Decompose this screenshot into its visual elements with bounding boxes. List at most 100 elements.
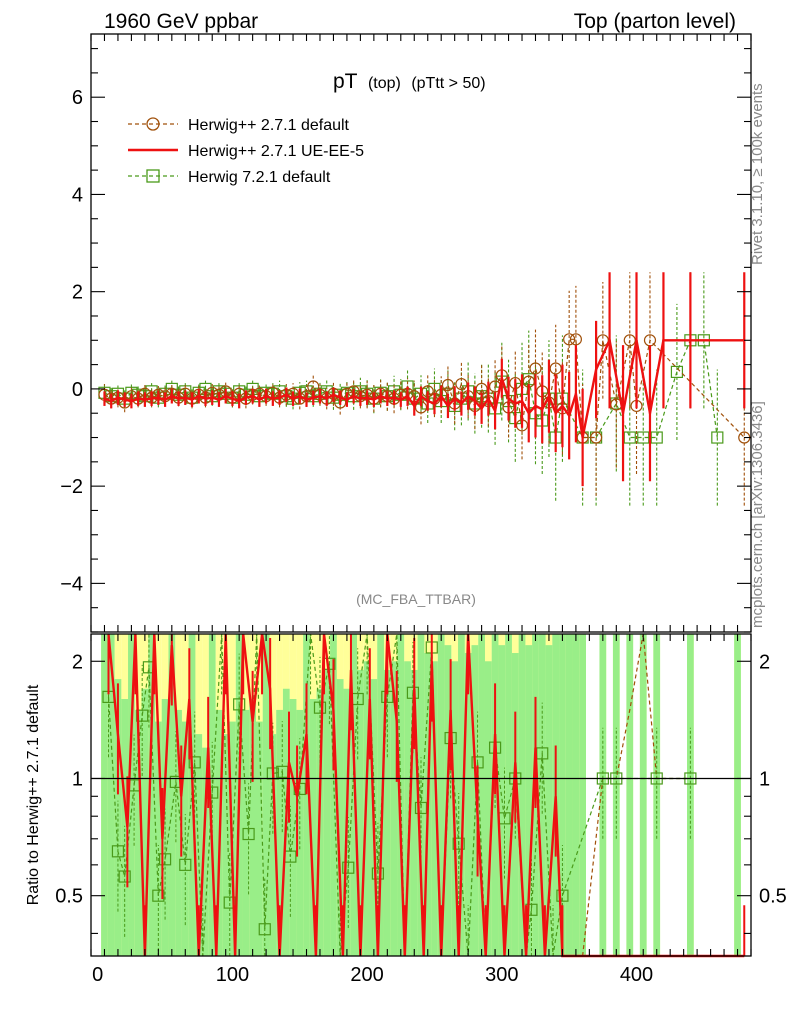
main-point-ue bbox=[392, 396, 396, 399]
main-point-ue bbox=[143, 398, 147, 401]
ratio-band-green bbox=[202, 747, 209, 956]
ratio-band-green bbox=[734, 634, 741, 956]
main-point-ue bbox=[648, 412, 652, 415]
main-point-ue bbox=[352, 395, 355, 398]
ratio-point-h721 bbox=[118, 870, 131, 883]
ratio-band-green bbox=[141, 688, 149, 956]
main-point-ue bbox=[224, 395, 227, 398]
ratio-band-green bbox=[545, 645, 553, 956]
main-point-ue bbox=[493, 409, 497, 412]
main-point-ue bbox=[594, 368, 598, 371]
ratio-band-green bbox=[114, 679, 122, 956]
ratio-band-green bbox=[599, 634, 607, 956]
main-point-ue bbox=[453, 397, 456, 400]
main-point-h721 bbox=[650, 431, 663, 444]
main-point-ue bbox=[244, 396, 248, 399]
ratio-band-green bbox=[383, 669, 391, 956]
ratio-band-green bbox=[256, 721, 263, 956]
ratio-ytick-label-right: 1 bbox=[759, 768, 770, 790]
main-point-ue bbox=[211, 396, 214, 399]
ratio-band-green bbox=[262, 634, 270, 956]
ratio-point-h721 bbox=[242, 827, 255, 841]
main-point-ue bbox=[271, 397, 275, 400]
ratio-band-green bbox=[410, 669, 418, 956]
main-point-ue bbox=[520, 399, 524, 403]
main-point-h271 bbox=[590, 431, 603, 444]
ratio-band-green bbox=[484, 661, 492, 956]
main-point-ue bbox=[689, 339, 692, 342]
main-point-ue bbox=[190, 398, 194, 401]
ratio-point-h721 bbox=[371, 867, 384, 880]
ratio-point-h721 bbox=[188, 756, 201, 769]
main-point-ue bbox=[278, 396, 281, 399]
main-point-h271 bbox=[549, 362, 562, 375]
ratio-band-green bbox=[377, 634, 384, 956]
main-line-ue bbox=[104, 336, 745, 438]
rivet-label: Rivet 3.1.10, ≥ 100k events bbox=[749, 83, 766, 265]
main-point-ue bbox=[507, 397, 510, 400]
ratio-band-green bbox=[505, 634, 512, 956]
main-point-ue bbox=[662, 339, 665, 342]
legend-entry-h271: Herwig++ 2.7.1 default bbox=[128, 117, 350, 134]
main-point-h271 bbox=[441, 378, 455, 392]
ratio-band-green bbox=[249, 699, 256, 956]
main-point-ue bbox=[534, 404, 537, 408]
header-right: Top (parton level) bbox=[574, 10, 736, 33]
ratio-ytick-label-left: 0.5 bbox=[55, 886, 83, 908]
ratio-ytick-label-left: 1 bbox=[72, 768, 83, 790]
ratio-line-ue bbox=[107, 633, 745, 958]
main-point-ue bbox=[608, 339, 611, 342]
main-point-ue bbox=[635, 339, 638, 342]
main-point-ue bbox=[123, 398, 126, 401]
ratio-band-green bbox=[303, 634, 310, 956]
header-left: 1960 GeV ppbar bbox=[104, 10, 258, 33]
legend-label-ue: Herwig++ 2.7.1 UE-EE-5 bbox=[188, 143, 364, 160]
ratio-band-green bbox=[323, 669, 331, 956]
main-point-ue bbox=[325, 397, 328, 400]
main-point-ue bbox=[177, 397, 180, 400]
main-point-ue bbox=[217, 398, 221, 401]
main-point-ue bbox=[318, 395, 322, 398]
main-ytick-label: 0 bbox=[72, 379, 83, 401]
ratio-point-h721 bbox=[452, 837, 465, 850]
plot-title-main: pT bbox=[333, 70, 358, 93]
main-point-ue bbox=[197, 395, 200, 398]
ratio-point-h721 bbox=[342, 861, 355, 874]
main-point-ue bbox=[372, 398, 376, 401]
legend-label-h721: Herwig 7.2.1 default bbox=[188, 169, 331, 186]
main-point-ue bbox=[103, 397, 106, 400]
legend-entry-ue: Herwig++ 2.7.1 UE-EE-5 bbox=[128, 143, 364, 160]
main-point-ue bbox=[567, 414, 571, 417]
legend-label-h271: Herwig++ 2.7.1 default bbox=[188, 117, 350, 134]
main-point-ue bbox=[466, 395, 470, 398]
main-point-ue bbox=[379, 395, 382, 398]
ratio-band-green bbox=[390, 661, 398, 956]
main-point-ue bbox=[298, 395, 301, 398]
ratio-band-green bbox=[559, 634, 566, 956]
ratio-ytick-label-left: 2 bbox=[72, 651, 83, 673]
ratio-band-green bbox=[579, 634, 586, 956]
ratio-band-green bbox=[417, 634, 425, 956]
ratio-band-green bbox=[612, 634, 620, 956]
main-point-ue bbox=[365, 396, 369, 399]
ratio-band-green bbox=[276, 709, 283, 956]
ratio-point-h721 bbox=[258, 923, 271, 936]
ratio-band-green bbox=[471, 645, 479, 956]
main-point-ue bbox=[561, 404, 564, 408]
axes-frame bbox=[90, 33, 752, 633]
ratio-band-green bbox=[289, 699, 297, 956]
ratio-xtick-label: 300 bbox=[485, 964, 518, 986]
main-point-ue bbox=[487, 397, 490, 400]
ratio-band-green bbox=[222, 734, 230, 956]
axes-frame bbox=[90, 633, 752, 957]
main-point-ue bbox=[547, 395, 551, 398]
main-point-ue bbox=[413, 404, 416, 408]
legend: Herwig++ 2.7.1 default Herwig++ 2.7.1 UE… bbox=[128, 117, 364, 186]
ratio-point-h721 bbox=[556, 889, 569, 902]
main-point-h721 bbox=[670, 365, 684, 378]
main-point-ue bbox=[110, 399, 113, 403]
analysis-label: (MC_FBA_TTBAR) bbox=[356, 591, 476, 607]
ratio-band-green bbox=[363, 661, 371, 956]
main-point-ue bbox=[291, 397, 295, 400]
